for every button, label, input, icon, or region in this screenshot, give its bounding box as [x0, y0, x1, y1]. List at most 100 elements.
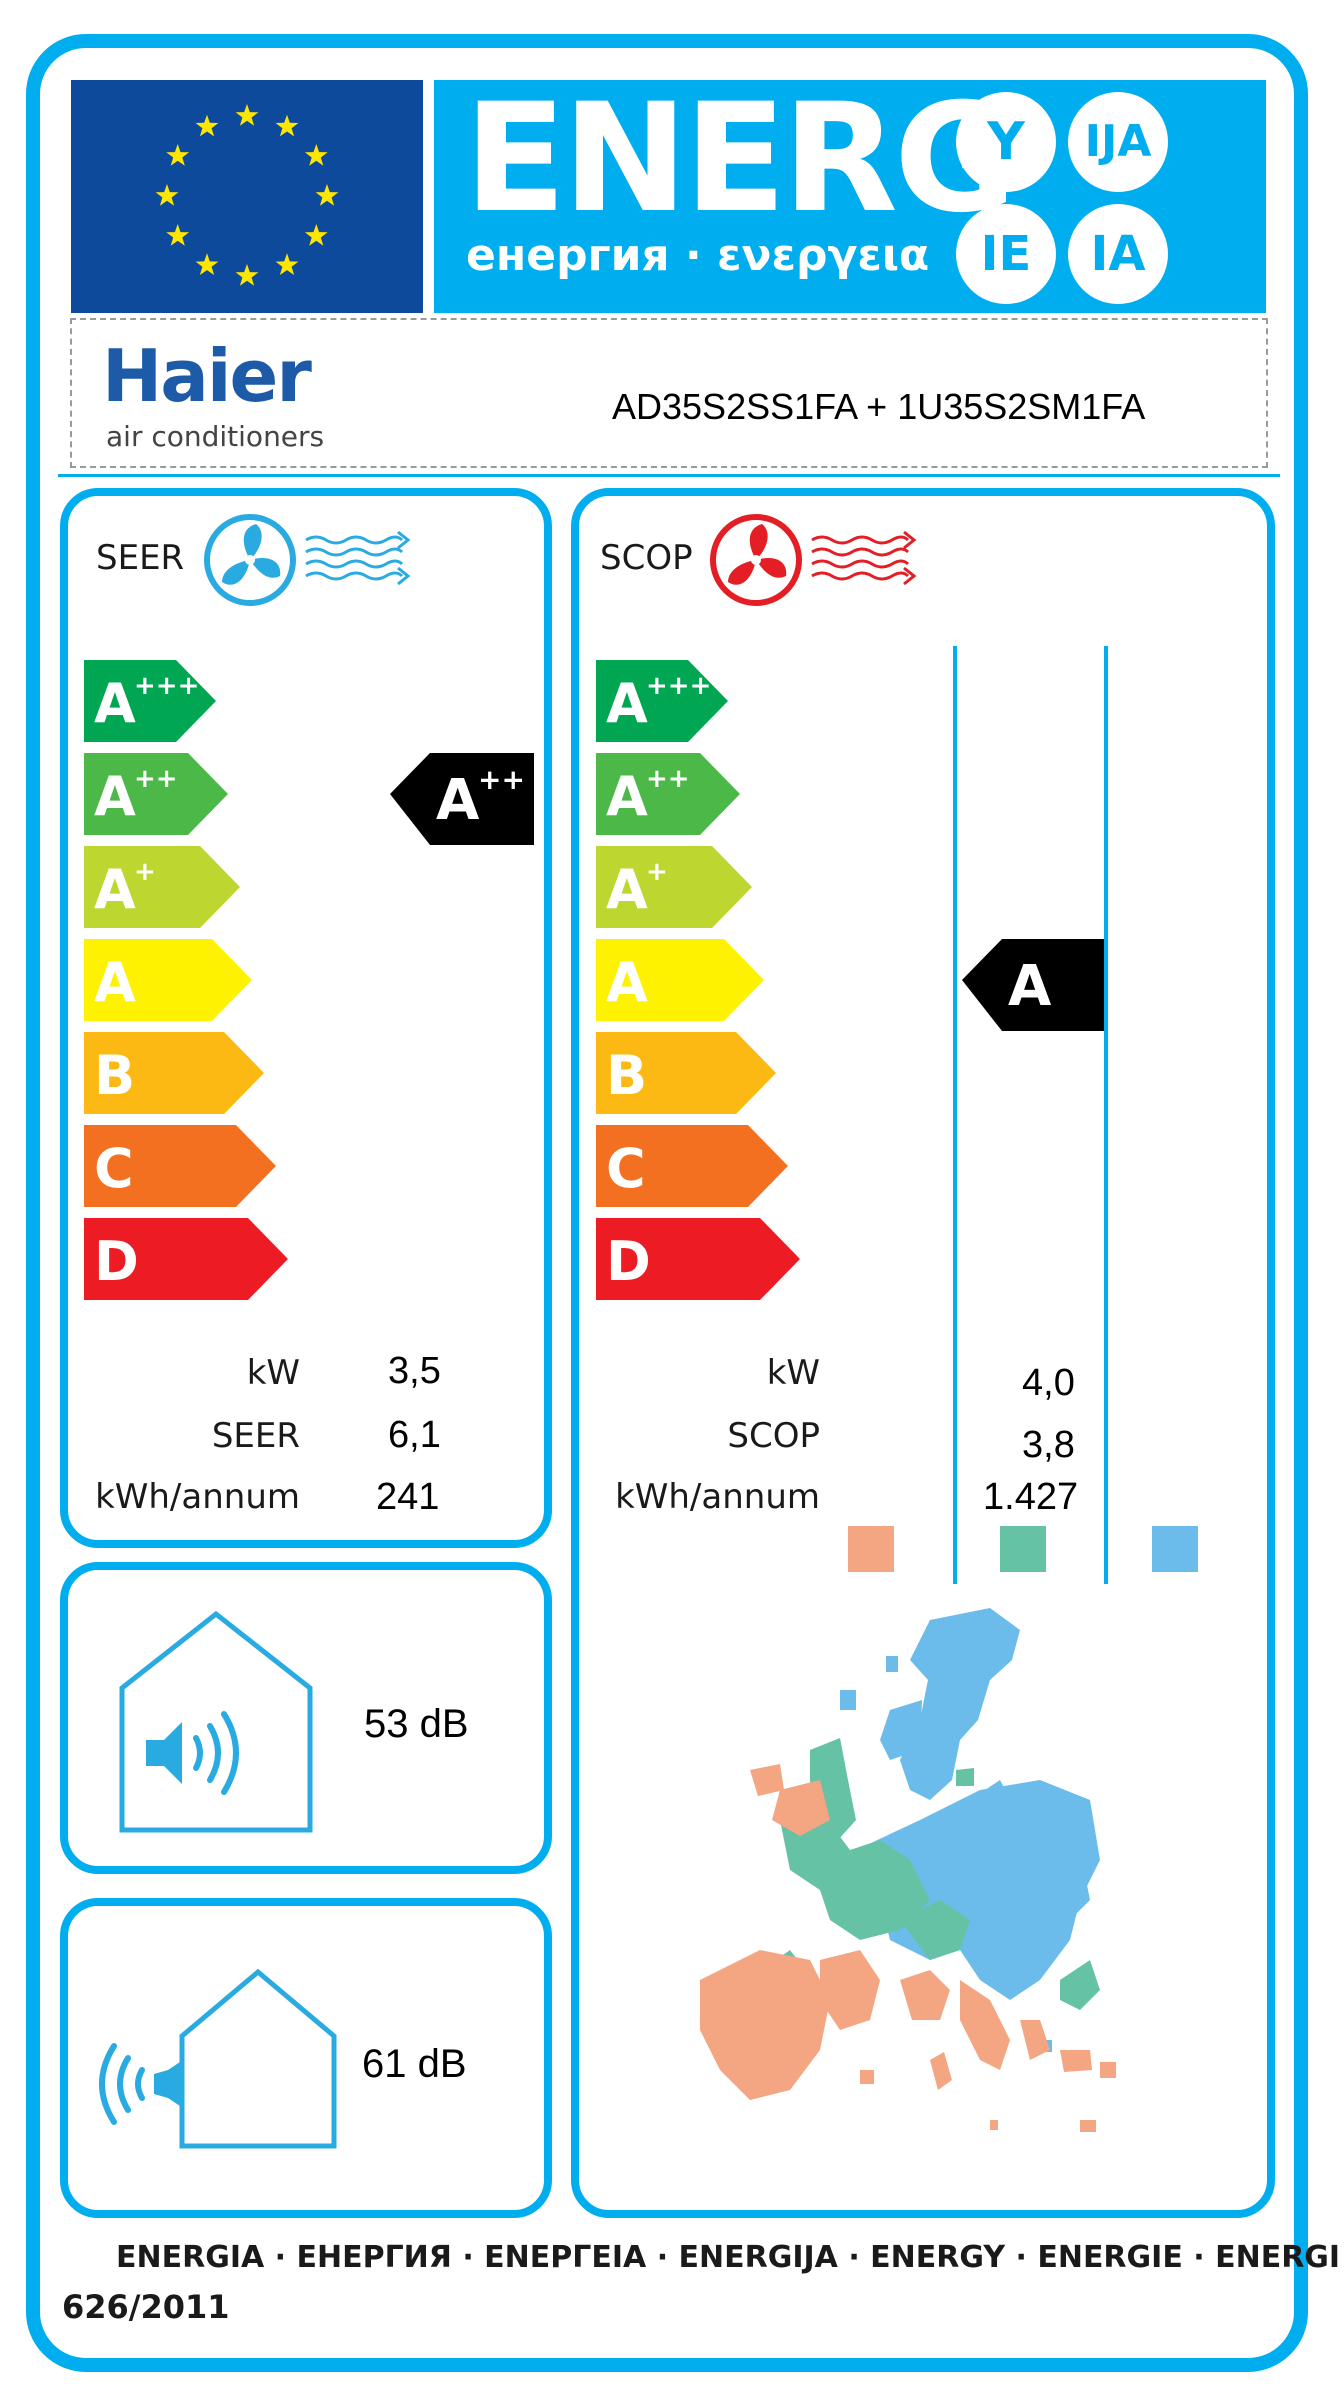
cooling-panel [60, 488, 552, 1548]
heating-class-letter: D [606, 1230, 651, 1293]
heating-class-bar [596, 846, 752, 928]
eu-star-icon [155, 184, 179, 206]
suffix-ie: IE [980, 226, 1032, 282]
heating-unit-scop: SCOP [727, 1416, 820, 1456]
cooling-class-bar [84, 1125, 276, 1207]
cooling-value-kw: 3,5 [388, 1350, 441, 1392]
eu-star-icon [275, 114, 299, 137]
heating-fan-icon [710, 514, 917, 606]
eu-star-icon [275, 253, 299, 275]
suffix-ija: IJA [1084, 116, 1152, 167]
cooling-class-sup: + [134, 857, 156, 887]
cooling-class-sup: +++ [134, 671, 199, 701]
heating-class-bar [596, 660, 728, 742]
model-number: AD35S2SS1FA + 1U35S2SM1FA [612, 386, 1146, 427]
suffix-circle-ia: IA [1068, 204, 1168, 304]
footer-regulation: 626/2011 [62, 2288, 230, 2326]
footer-languages: ENERGIA · ЕНЕРГИЯ · ΕΝΕΡΓΕΙΑ · ENERGIJA … [116, 2240, 1341, 2275]
heating-value-kw: 4,0 [1022, 1362, 1075, 1404]
energy-banner: ENERG енергия · ενεργεια Y IJA IE IA [434, 80, 1266, 313]
suffix-ia: IA [1090, 226, 1146, 282]
zone-swatch-colder [1152, 1526, 1198, 1572]
eu-star-icon [195, 114, 219, 137]
cooling-class-letter: A [94, 858, 136, 921]
cooling-class-sup: ++ [134, 764, 178, 794]
eu-star-icon [304, 224, 328, 246]
cooling-value-annum: 241 [376, 1476, 440, 1518]
scop-label: SCOP [600, 538, 693, 578]
cooling-value-seer: 6,1 [388, 1414, 441, 1456]
cooling-fan-icon [204, 514, 411, 606]
eu-flag [71, 80, 423, 313]
heating-class-bar [596, 1218, 800, 1300]
heating-panel [571, 488, 1275, 2218]
zone-swatch-average [1000, 1526, 1046, 1572]
cooling-class-letter: A [94, 672, 136, 735]
seer-label: SEER [96, 538, 185, 578]
heating-value-scop: 3,8 [1022, 1424, 1075, 1466]
heating-unit-annum: kWh/annum [615, 1477, 820, 1517]
eu-star-icon [166, 144, 190, 166]
heating-class-letter: A [606, 858, 648, 921]
heating-class-letter: A [606, 765, 648, 828]
cooling-class-bar [84, 939, 252, 1021]
heating-class-sup: ++ [646, 764, 690, 794]
suffix-circle-ie: IE [956, 204, 1056, 304]
cooling-class-letter: A [94, 951, 136, 1014]
outdoor-noise-panel [60, 1898, 552, 2218]
heating-class-letter: C [606, 1137, 646, 1200]
cooling-class-letter: A [94, 765, 136, 828]
eu-star-icon [315, 184, 339, 206]
brand-tagline: air conditioners [106, 420, 325, 453]
heating-class-letter: A [606, 672, 648, 735]
heating-class-sup: +++ [646, 671, 711, 701]
zone-swatch-warmer [848, 1526, 894, 1572]
cooling-class-letter: B [94, 1044, 135, 1107]
divider-line [58, 474, 1280, 477]
heating-rating-letter: A [1008, 954, 1052, 1019]
cooling-class-letter: C [94, 1137, 134, 1200]
cooling-class-bar [84, 753, 228, 835]
eu-star-icon [195, 253, 219, 275]
heating-class-bar [596, 939, 764, 1021]
eu-star-icon [166, 224, 190, 246]
zone-divider-2 [1104, 646, 1108, 1584]
cooling-class-bar [84, 660, 216, 742]
brand-logo: Haier [102, 334, 312, 418]
heating-unit-kw: kW [766, 1353, 820, 1393]
cooling-rating-arrow [390, 753, 534, 845]
supplier-row: Haier air conditioners AD35S2SS1FA + 1U3… [70, 318, 1268, 468]
cooling-class-bar [84, 846, 240, 928]
heating-class-bar [596, 753, 740, 835]
cooling-class-letter: D [94, 1230, 139, 1293]
eu-star-icon [235, 104, 259, 126]
energy-title: ENERG [464, 72, 1017, 246]
europe-climate-map [700, 1608, 1116, 2132]
heating-class-bar [596, 1032, 776, 1114]
cooling-rating-letter: A [436, 768, 480, 833]
indoor-sound-icon [119, 1610, 313, 1833]
energy-subtitle: енергия · ενεργεια [466, 230, 930, 281]
cooling-unit-seer: SEER [211, 1416, 300, 1456]
cooling-unit-kw: kW [246, 1353, 300, 1393]
heating-rating-arrow [962, 939, 1106, 1031]
cooling-unit-annum: kWh/annum [95, 1477, 300, 1517]
heating-class-sup: + [646, 857, 668, 887]
eu-stars-icon [155, 104, 339, 286]
heating-value-annum: 1.427 [983, 1476, 1079, 1518]
suffix-circle-y: Y [956, 92, 1056, 192]
heating-class-bar [596, 1125, 788, 1207]
heating-class-letter: A [606, 951, 648, 1014]
eu-star-icon [235, 264, 259, 286]
cooling-rating-sup: ++ [478, 763, 525, 796]
outdoor-sound-icon [99, 1968, 337, 2149]
indoor-noise-value: 53 dB [364, 1702, 469, 1746]
heating-class-letter: B [606, 1044, 647, 1107]
outdoor-noise-value: 61 dB [362, 2042, 467, 2086]
indoor-noise-panel [60, 1562, 552, 1874]
suffix-y: Y [987, 112, 1025, 172]
suffix-circle-ija: IJA [1068, 92, 1168, 192]
